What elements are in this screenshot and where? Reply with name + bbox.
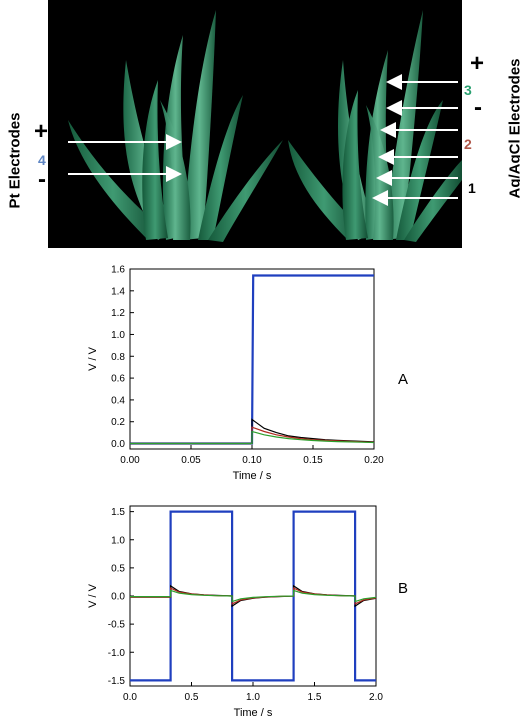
chart-a-x-axis-label: Time / s [233, 470, 272, 482]
chart-b-x-tick-label: 0.5 [185, 692, 199, 703]
chart-b-y-tick-label: 0.5 [111, 563, 125, 574]
chart-b-x-tick-label: 1.0 [246, 692, 260, 703]
chart-b-x-tick-label: 0.0 [123, 692, 137, 703]
agcl-electrodes-label: Ag/AgCl Electrodes [506, 58, 520, 199]
chart-a-x-tick-label: 0.15 [303, 455, 323, 466]
chart-b-series-line-4 [130, 589, 377, 603]
chart-a-x-tick-label: 0.05 [181, 455, 201, 466]
chart-b-y-tick-label: 0.0 [111, 592, 125, 603]
agcl-plus-sign: + [470, 50, 485, 77]
chart-b-y-tick-label: -1.5 [108, 676, 126, 687]
pt-number-4: 4 [38, 152, 46, 168]
agcl-number-3: 3 [464, 82, 472, 98]
chart-a-y-tick-label: 0.4 [111, 395, 125, 406]
panel-letter-b: B [398, 580, 409, 597]
chart-b: 0.0 0.5 1.0 1.5 2.0 -1.5 -1.0 -0.5 0.0 0.5 1.0 1.5 T… [87, 505, 383, 719]
chart-a-y-tick-label: 0.8 [111, 352, 125, 363]
agcl-number-2: 2 [464, 136, 472, 152]
chart-a-y-tick-label: 1.6 [111, 265, 125, 276]
pt-electrodes-label: Pt Electrodes [6, 112, 24, 209]
chart-a-x-tick-label: 0.10 [242, 455, 262, 466]
aloe-photo [48, 0, 462, 248]
pt-plus-sign: + [34, 118, 49, 145]
agcl-number-1: 1 [468, 180, 476, 196]
chart-a-y-tick-label: 0.2 [111, 417, 125, 428]
chart-a-x-tick-label: 0.20 [364, 455, 384, 466]
chart-b-y-tick-label: -1.0 [108, 648, 126, 659]
chart-a-y-tick-label: 0.6 [111, 374, 125, 385]
chart-b-x-axis-label: Time / s [234, 707, 273, 719]
chart-a-y-axis-label: V / V [87, 346, 99, 371]
chart-a-y-tick-label: 1.4 [111, 286, 125, 297]
chart-a: 0.00 0.05 0.10 0.15 0.20 0.0 0.2 0.4 0.6 0.8 1.0 1.… [87, 265, 384, 483]
panel-letter-a: A [398, 371, 409, 388]
electrode-arrows [68, 74, 458, 206]
chart-b-y-tick-label: 1.5 [111, 507, 125, 518]
chart-a-y-tick-label: 1.0 [111, 330, 125, 341]
chart-a-series-line-1 [130, 274, 374, 445]
chart-b-y-tick-label: -0.5 [108, 620, 126, 631]
pt-minus-sign: - [38, 166, 46, 193]
chart-b-y-axis-label: V / V [87, 583, 99, 608]
chart-a-x-tick-label: 0.00 [120, 455, 140, 466]
aloe-plant-right [288, 10, 462, 242]
chart-b-x-tick-label: 1.5 [308, 692, 322, 703]
chart-a-y-tick-label: 0.0 [111, 439, 125, 450]
chart-b-y-tick-label: 1.0 [111, 535, 125, 546]
chart-b-x-tick-label: 2.0 [369, 692, 383, 703]
chart-a-y-tick-label: 1.2 [111, 308, 125, 319]
agcl-minus-sign: - [474, 94, 482, 121]
chart-a-series-line-4 [130, 430, 375, 445]
